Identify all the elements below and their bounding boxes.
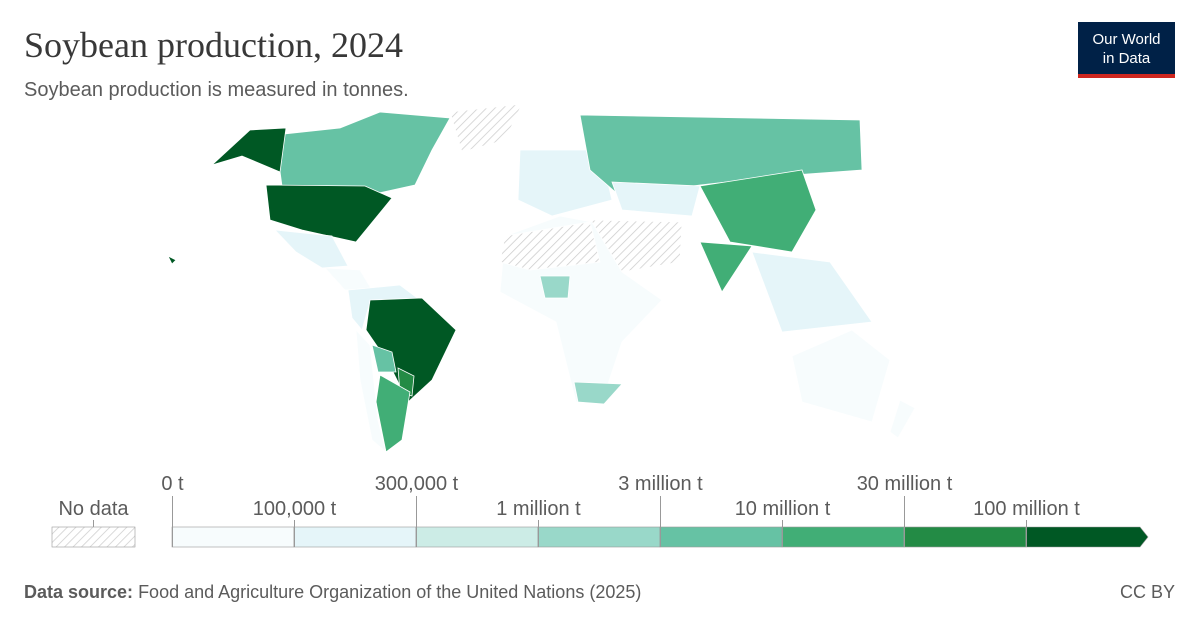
legend-label: 100 million t: [973, 498, 1080, 520]
canada: [274, 111, 451, 197]
legend: No data 0 t 100,000 t 300,000 t 1 million t…: [51, 473, 1149, 548]
source-text: Food and Agriculture Organization of the…: [138, 582, 641, 602]
central-asia: [611, 181, 701, 217]
legend-bin: [537, 526, 661, 548]
mexico: [273, 229, 349, 269]
india: [699, 241, 753, 293]
legend-label: 1 million t: [496, 498, 581, 520]
legend-bin: [171, 526, 295, 548]
australia: [791, 329, 891, 423]
new-zealand: [889, 399, 916, 439]
legend-label: 30 million t: [857, 473, 953, 495]
source: Data source: Food and Agriculture Organi…: [24, 582, 641, 602]
license: CC BY: [1120, 582, 1175, 602]
legend-bin: [415, 526, 539, 548]
legend-label: 3 million t: [618, 473, 703, 495]
greenland: [449, 103, 523, 153]
bolivia: [371, 344, 397, 373]
legend-bin: [293, 526, 417, 548]
logo: Our World in Data: [1078, 22, 1175, 78]
legend-label: 0 t: [161, 473, 184, 495]
legend-bin: [659, 526, 783, 548]
no-data-swatch: [51, 526, 136, 548]
central-america: [324, 267, 373, 291]
china: [699, 169, 817, 253]
title: Soybean production, 2024: [24, 25, 403, 65]
legend-bin: [1025, 526, 1149, 548]
legend-label: 300,000 t: [375, 473, 459, 495]
legend-label: 100,000 t: [253, 498, 337, 520]
south-africa: [573, 381, 623, 405]
no-data-label: No data: [58, 498, 129, 520]
logo-text: Our World: [1092, 31, 1160, 48]
legend-bin: [903, 526, 1027, 548]
sahara: [499, 221, 601, 271]
subtitle: Soybean production is measured in tonnes…: [24, 79, 409, 101]
argentina: [375, 374, 411, 453]
hawaii: [167, 255, 177, 265]
usa: [265, 184, 393, 243]
logo-text: in Data: [1103, 50, 1151, 67]
southeast-asia: [751, 251, 873, 333]
source-label: Data source:: [24, 582, 133, 602]
legend-bin: [781, 526, 905, 548]
world-map: [167, 103, 916, 454]
legend-label: 10 million t: [735, 498, 831, 520]
alaska: [211, 127, 287, 173]
logo-box: [1078, 22, 1175, 74]
logo-bar: [1078, 74, 1175, 78]
brazil: [365, 297, 457, 403]
nigeria: [539, 275, 571, 299]
chile-peru: [355, 328, 387, 454]
